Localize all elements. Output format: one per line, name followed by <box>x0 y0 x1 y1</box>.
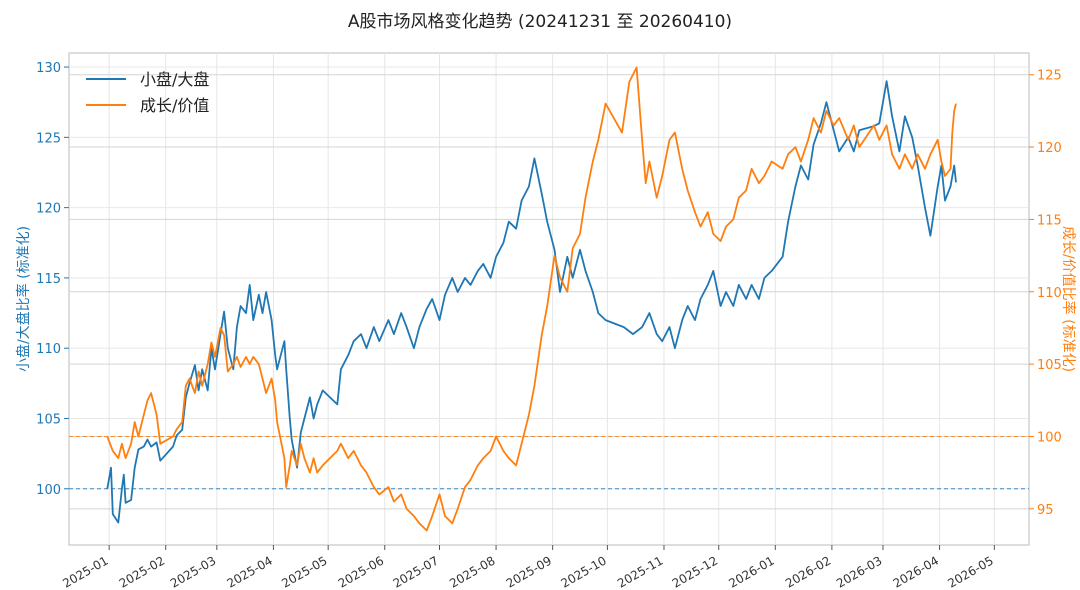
y-left-tick-label: 120 <box>36 202 61 217</box>
x-tick-label: 2025-07 <box>391 553 441 590</box>
plot-area-frame <box>68 52 1030 546</box>
y-right-tick-label: 105 <box>1037 358 1062 373</box>
x-tick-label: 2025-02 <box>117 553 167 590</box>
y-left-tick-label: 130 <box>36 61 61 76</box>
series-line-growth-value <box>106 66 957 532</box>
x-tick-label: 2026-03 <box>834 553 884 590</box>
y-left-tick-label: 125 <box>36 131 61 146</box>
x-tick-label: 2025-11 <box>615 553 665 590</box>
x-tick-label: 2026-01 <box>726 553 776 590</box>
y-right-tick-label: 95 <box>1037 503 1054 518</box>
x-tick-label: 2025-08 <box>447 553 497 590</box>
x-tick-label: 2025-04 <box>224 553 274 590</box>
series-line-small-large <box>106 80 957 524</box>
x-tick-label: 2026-02 <box>783 553 833 590</box>
y-right-tick-label: 115 <box>1037 213 1062 228</box>
legend-label-growth-value: 成长/价值 <box>140 96 209 115</box>
x-tick-label: 2025-03 <box>168 553 218 590</box>
x-tick-label: 2026-04 <box>891 553 941 590</box>
chart-title: A股市场风格变化趋势 (20241231 至 20260410) <box>348 12 732 32</box>
x-tick-label: 2025-10 <box>558 553 608 590</box>
y-left-tick-label: 105 <box>36 412 61 427</box>
y-right-tick-label: 110 <box>1037 286 1062 301</box>
x-tick-label: 2025-06 <box>336 553 386 590</box>
x-tick-label: 2025-01 <box>60 553 110 590</box>
y-left-tick-label: 100 <box>36 483 61 498</box>
x-tick-label: 2025-12 <box>670 553 720 590</box>
left-axis-label: 小盘/大盘比率 (标准化) <box>15 226 32 372</box>
legend: 小盘/大盘 成长/价值 <box>86 70 209 115</box>
legend-label-small-large: 小盘/大盘 <box>140 70 209 89</box>
x-tick-label: 2025-05 <box>279 553 329 590</box>
y-left-tick-label: 110 <box>36 342 61 357</box>
right-axis-label: 成长/价值比率 (标准化) <box>1060 226 1077 372</box>
y-left-tick-label: 115 <box>36 272 61 287</box>
y-right-tick-label: 125 <box>1037 69 1062 84</box>
y-right-tick-label: 100 <box>1037 430 1062 445</box>
x-tick-label: 2026-05 <box>945 553 995 590</box>
y-right-tick-label: 120 <box>1037 141 1062 156</box>
x-tick-label: 2025-09 <box>504 553 554 590</box>
